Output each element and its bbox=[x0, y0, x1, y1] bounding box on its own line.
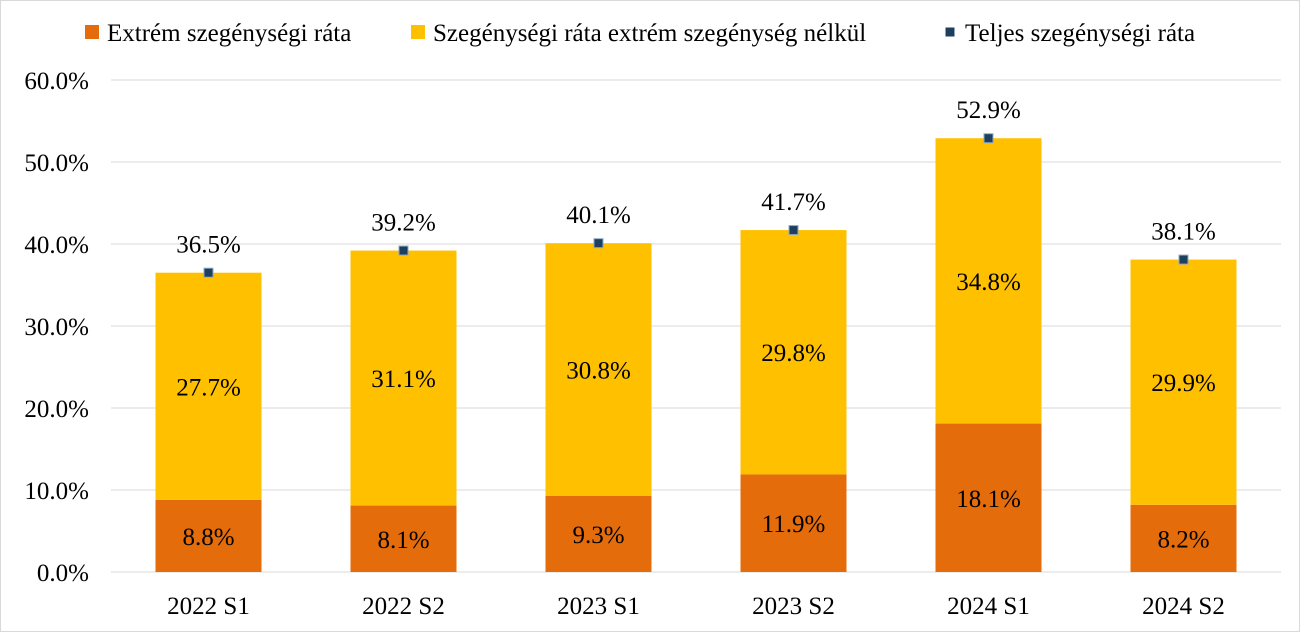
marker-total-poverty bbox=[203, 267, 214, 278]
bar-poverty-excl-extreme bbox=[740, 230, 847, 475]
bar-poverty-excl-extreme bbox=[350, 250, 457, 506]
y-tick-label: 60.0% bbox=[24, 68, 89, 95]
data-label-total: 40.1% bbox=[566, 202, 631, 229]
bar-extreme-poverty bbox=[1130, 504, 1237, 572]
data-label-poverty: 31.1% bbox=[371, 366, 436, 393]
bar-extreme-poverty bbox=[935, 423, 1042, 572]
marker-total-poverty bbox=[398, 245, 409, 256]
data-label-poverty: 29.8% bbox=[761, 340, 826, 367]
data-label-total: 41.7% bbox=[761, 189, 826, 216]
data-label-total: 52.9% bbox=[956, 97, 1021, 124]
x-tick-label: 2024 S1 bbox=[947, 593, 1030, 620]
data-label-total: 36.5% bbox=[176, 232, 241, 259]
data-label-extreme: 9.3% bbox=[572, 522, 624, 549]
bar-extreme-poverty bbox=[155, 499, 262, 572]
data-label-poverty: 34.8% bbox=[956, 269, 1021, 296]
legend-swatch bbox=[85, 25, 99, 39]
data-label-total: 39.2% bbox=[371, 210, 436, 237]
data-label-total: 38.1% bbox=[1151, 219, 1216, 246]
x-tick-label: 2022 S2 bbox=[362, 593, 445, 620]
x-tick-label: 2023 S1 bbox=[557, 593, 640, 620]
x-tick-label: 2022 S1 bbox=[167, 593, 250, 620]
data-label-poverty: 29.9% bbox=[1151, 370, 1216, 397]
legend-swatch bbox=[945, 27, 955, 37]
x-tick-label: 2024 S2 bbox=[1142, 593, 1225, 620]
y-tick-label: 20.0% bbox=[24, 396, 89, 423]
legend-label: Szegénységi ráta extrém szegénység nélkü… bbox=[433, 20, 866, 47]
y-tick-label: 10.0% bbox=[24, 478, 89, 505]
marker-total-poverty bbox=[1178, 254, 1189, 265]
legend-label: Extrém szegénységi ráta bbox=[107, 20, 351, 47]
legend-swatch bbox=[411, 25, 425, 39]
y-tick-label: 0.0% bbox=[37, 560, 89, 587]
x-tick-label: 2023 S2 bbox=[752, 593, 835, 620]
bar-poverty-excl-extreme bbox=[545, 243, 652, 496]
bar-poverty-excl-extreme bbox=[1130, 259, 1237, 505]
bar-poverty-excl-extreme bbox=[155, 272, 262, 500]
bar-extreme-poverty bbox=[545, 495, 652, 572]
data-label-poverty: 27.7% bbox=[176, 374, 241, 401]
data-label-extreme: 8.8% bbox=[182, 524, 234, 551]
y-tick-label: 40.0% bbox=[24, 232, 89, 259]
bar-extreme-poverty bbox=[350, 505, 457, 572]
y-tick-label: 30.0% bbox=[24, 314, 89, 341]
marker-total-poverty bbox=[788, 225, 799, 236]
data-label-extreme: 8.1% bbox=[377, 527, 429, 554]
data-label-extreme: 8.2% bbox=[1157, 526, 1209, 553]
legend-label: Teljes szegénységi ráta bbox=[965, 20, 1195, 47]
data-label-poverty: 30.8% bbox=[566, 357, 631, 384]
data-label-extreme: 18.1% bbox=[956, 486, 1021, 513]
marker-total-poverty bbox=[593, 238, 604, 249]
bar-extreme-poverty bbox=[740, 474, 847, 572]
y-tick-label: 50.0% bbox=[24, 150, 89, 177]
data-label-extreme: 11.9% bbox=[762, 511, 826, 538]
bar-poverty-excl-extreme bbox=[935, 138, 1042, 424]
marker-total-poverty bbox=[983, 133, 994, 144]
